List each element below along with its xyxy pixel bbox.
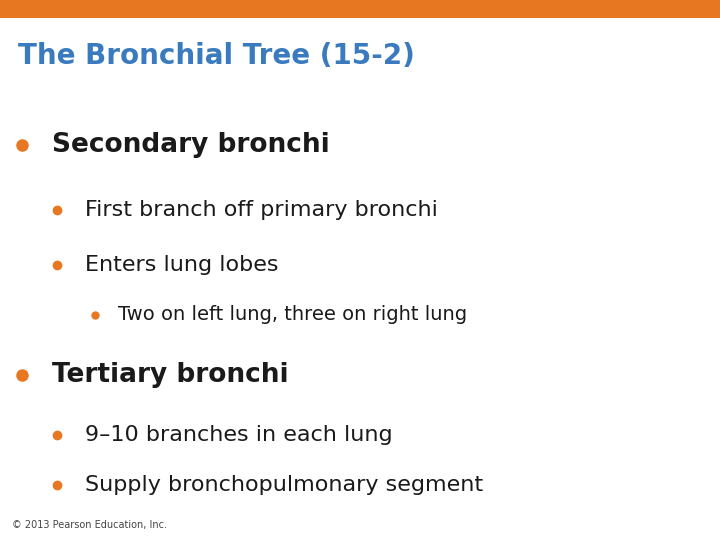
Text: Two on left lung, three on right lung: Two on left lung, three on right lung [118,306,467,325]
Text: First branch off primary bronchi: First branch off primary bronchi [85,200,438,220]
Text: Supply bronchopulmonary segment: Supply bronchopulmonary segment [85,475,483,495]
Text: Tertiary bronchi: Tertiary bronchi [52,362,289,388]
Bar [0,0,720,18]
Text: 9–10 branches in each lung: 9–10 branches in each lung [85,425,392,445]
Text: Enters lung lobes: Enters lung lobes [85,255,279,275]
Text: The Bronchial Tree (15-2): The Bronchial Tree (15-2) [18,42,415,70]
Text: Secondary bronchi: Secondary bronchi [52,132,330,158]
Text: © 2013 Pearson Education, Inc.: © 2013 Pearson Education, Inc. [12,520,167,530]
